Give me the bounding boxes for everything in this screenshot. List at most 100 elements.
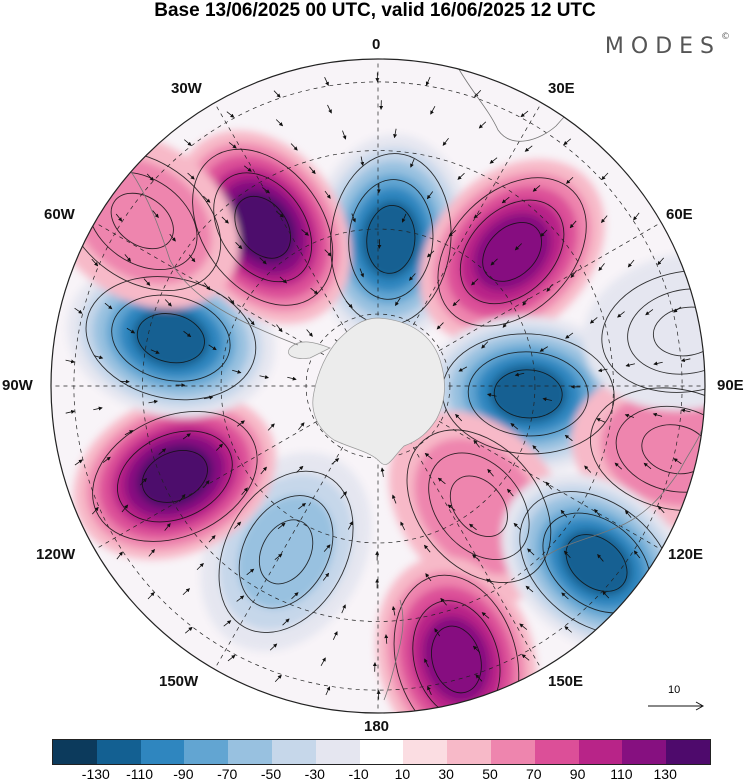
latitude-circle [142, 150, 614, 622]
wind-arrow [276, 324, 283, 333]
wind-arrow [259, 375, 269, 379]
wind-arrow [182, 433, 191, 440]
wind-arrow [158, 448, 167, 455]
wind-arrow [487, 393, 497, 397]
anomaly-contour [422, 616, 491, 703]
wind-arrow [481, 612, 490, 619]
meridian-line [214, 391, 376, 670]
wind-arrow [274, 553, 283, 561]
streamline [641, 424, 705, 475]
wind-arrow [325, 686, 331, 696]
lon-label-30e: 30E [548, 80, 575, 97]
map-border [50, 58, 706, 714]
wind-arrow [215, 443, 223, 451]
wind-arrow [164, 523, 171, 531]
colorbar-swatch [490, 740, 535, 764]
modes-logo: MODES© [604, 32, 730, 59]
streamline [258, 519, 314, 585]
wind-arrow [474, 89, 482, 98]
wind-arrow [469, 523, 477, 531]
wind-arrow [74, 459, 83, 466]
wind-arrow [539, 346, 548, 352]
wind-arrow [309, 166, 316, 175]
wind-arrow [522, 297, 529, 306]
wind-arrow [203, 395, 214, 400]
wind-arrow [436, 322, 444, 330]
lon-label-60e: 60E [666, 206, 693, 223]
colorbar-tick-label: -70 [217, 766, 238, 782]
meridian-line [383, 388, 662, 550]
wind-arrow [452, 299, 460, 307]
map-title: Base 13/06/2025 00 UTC, valid 16/06/2025… [154, 0, 596, 21]
streamline [627, 288, 705, 375]
streamline [431, 625, 482, 694]
brand-mark: © [721, 32, 730, 42]
wind-arrow [236, 595, 245, 602]
streamline [218, 470, 354, 633]
wind-arrow [569, 220, 577, 229]
wind-arrow [657, 257, 665, 266]
streamline [406, 429, 552, 584]
wind-arrow [525, 585, 534, 593]
new-zealand-coastline [383, 599, 404, 701]
streamline [393, 574, 520, 713]
wind-arrow [347, 521, 353, 530]
wind-arrow [341, 604, 346, 614]
wind-arrow [152, 210, 159, 218]
wind-arrow [184, 139, 192, 146]
wind-arrow [594, 508, 601, 517]
wind-arrow [124, 254, 131, 262]
wind-arrow [277, 522, 286, 530]
lon-label-150w: 150W [159, 673, 199, 690]
wind-arrow [673, 306, 682, 313]
colorbar-tick-label: -130 [81, 766, 110, 782]
wind-arrow [680, 408, 691, 413]
wind-arrow [524, 145, 533, 152]
wind-arrow [423, 544, 431, 553]
colorbar-swatch [403, 740, 448, 764]
wind-arrow [540, 229, 548, 237]
wind-arrow [93, 406, 103, 411]
streamline [428, 452, 530, 560]
streamline [192, 148, 334, 306]
antarctica-landmass [312, 317, 445, 465]
wind-arrow [487, 468, 494, 477]
wind-arrow [324, 190, 331, 199]
wind-arrow [291, 592, 299, 600]
wind-arrow [104, 302, 113, 310]
wind-arrow [455, 413, 463, 422]
colorbar-ticks: -130 -110 -90 -70 -50 -30 -10 10 30 50 70 90 110 130 [52, 766, 712, 782]
wind-arrow [673, 458, 682, 465]
wind-arrow [115, 213, 123, 222]
wind-arrow [680, 358, 691, 363]
wind-arrow [65, 409, 76, 414]
wind-arrow [440, 597, 447, 606]
wind-arrow [490, 258, 498, 266]
wind-arrow [223, 620, 232, 627]
wind-arrow [478, 121, 487, 129]
wind-arrow [150, 349, 160, 354]
wind-arrow [426, 250, 435, 258]
wind-arrow [203, 282, 211, 291]
wind-arrow [359, 268, 364, 278]
wind-arrow [208, 535, 216, 543]
south-america-coastline [129, 169, 299, 346]
australia-coastline [539, 419, 705, 561]
wind-arrow [65, 359, 76, 364]
wind-arrow [360, 156, 365, 167]
wind-arrow [246, 568, 255, 576]
wind-arrow [332, 631, 338, 641]
streamline [111, 294, 231, 382]
wind-arrow [565, 332, 574, 339]
streamline [234, 195, 291, 259]
streamline [348, 179, 434, 300]
wind-arrow [262, 187, 270, 194]
wind-arrow [563, 550, 571, 559]
wind-arrow [425, 76, 431, 86]
wind-arrow [221, 216, 229, 224]
streamline [482, 222, 542, 282]
wind-arrow [234, 521, 242, 529]
meridian-line [94, 222, 373, 384]
brand-text: MODES [604, 34, 721, 59]
wind-arrow [384, 634, 389, 644]
